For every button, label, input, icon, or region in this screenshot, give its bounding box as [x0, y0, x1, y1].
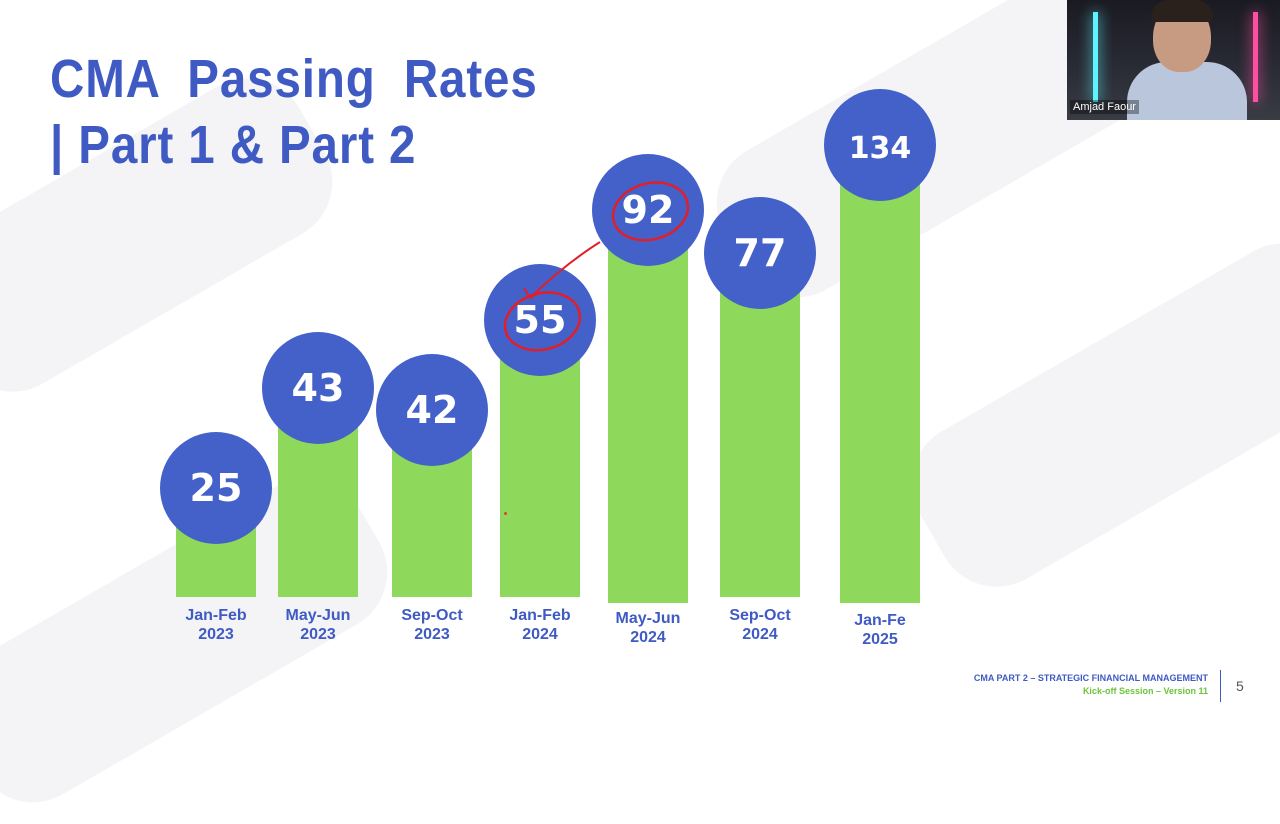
title-line-1: CMA Passing Rates	[50, 49, 538, 109]
annotation-arrowhead	[523, 287, 541, 300]
laser-pointer-dot	[504, 512, 507, 515]
tick-label: Sep-Oct	[729, 607, 791, 624]
value-bubble	[824, 89, 936, 201]
title-line-2: | Part 1 & Part 2	[50, 115, 417, 175]
tick-label: Jan-Feb	[185, 607, 247, 624]
participant-name-label: Amjad Faour	[1070, 100, 1139, 114]
data-label: 134	[849, 131, 912, 166]
tick-label: 2023	[300, 626, 336, 643]
footer-session-title: Kick-off Session – Version 11	[1082, 686, 1208, 696]
footer-divider	[1220, 670, 1221, 702]
data-label: 55	[514, 298, 567, 342]
value-bubble	[592, 154, 704, 266]
value-bubble	[160, 432, 272, 544]
tick-label: 2024	[522, 626, 558, 643]
bar	[608, 230, 688, 603]
data-label: 92	[622, 188, 675, 232]
passing-rates-chart: 25 43 42 55 92 77 134 Jan-Feb 2023 May-Jun 2023 Se…	[160, 89, 936, 648]
value-bubble	[484, 264, 596, 376]
page-number: 5	[1236, 678, 1244, 694]
value-bubble	[376, 354, 488, 466]
tick-label: 2023	[414, 626, 450, 643]
neon-light-pink	[1253, 12, 1258, 102]
tick-label: 2023	[198, 626, 234, 643]
data-label: 77	[734, 231, 787, 275]
value-bubble	[262, 332, 374, 444]
bar	[720, 273, 800, 597]
tick-label: Sep-Oct	[401, 607, 463, 624]
bar	[500, 340, 580, 597]
slide-title: CMA Passing Rates | Part 1 & Part 2	[50, 46, 538, 178]
data-label: 25	[190, 466, 243, 510]
data-label: 43	[292, 366, 345, 410]
value-bubble	[704, 197, 816, 309]
data-label: 42	[406, 388, 459, 432]
annotation-arrow	[529, 241, 601, 299]
tick-label: May-Jun	[286, 607, 351, 624]
participant-hair	[1151, 0, 1213, 22]
webcam-video-tile[interactable]	[1067, 0, 1280, 120]
neon-light-cyan	[1093, 12, 1098, 102]
tick-label: Jan-Fe	[854, 612, 906, 629]
bar	[840, 165, 920, 603]
tick-label: 2024	[630, 629, 666, 646]
tick-label: 2025	[862, 631, 898, 648]
tick-label: 2024	[742, 626, 778, 643]
tick-label: Jan-Feb	[509, 607, 571, 624]
annotation-circle	[611, 181, 690, 242]
footer-course-title: CMA PART 2 – STRATEGIC FINANCIAL MANAGEM…	[973, 673, 1208, 683]
tick-label: May-Jun	[616, 610, 681, 627]
